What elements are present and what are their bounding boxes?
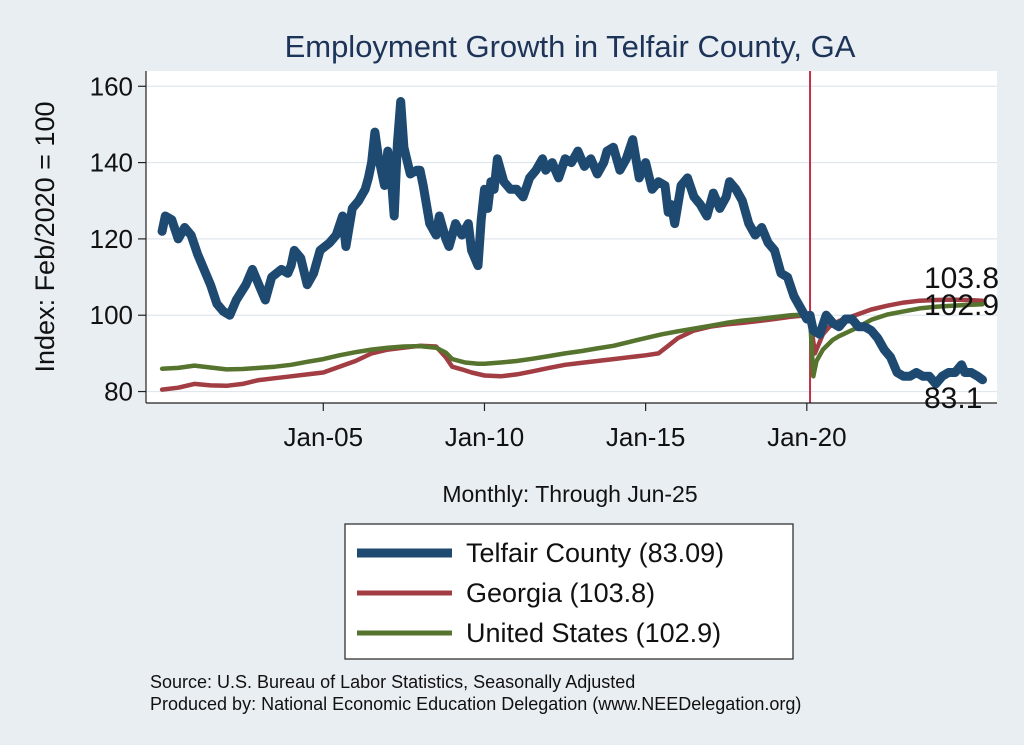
plot-area: [146, 71, 997, 403]
y-tick-label-140: 140: [90, 148, 133, 178]
end-label-united-states: 102.9: [924, 289, 999, 322]
chart-title: Employment Growth in Telfair County, GA: [285, 29, 856, 64]
source-line-2: Produced by: National Economic Education…: [150, 694, 801, 714]
y-axis-label: Index: Feb/2020 = 100: [30, 102, 60, 373]
x-tick-label-Jan-10: Jan-10: [445, 422, 525, 452]
legend-label-telfair-county: Telfair County (83.09): [466, 538, 724, 568]
x-axis-ticks: Jan-05 Jan-10 Jan-15 Jan-20: [284, 403, 847, 452]
series-line-united-states: [159, 301, 985, 379]
source-line-1: Source: U.S. Bureau of Labor Statistics,…: [150, 672, 635, 692]
legend: Telfair County (83.09) Georgia (103.8) Uni…: [344, 523, 794, 660]
legend-items: Telfair County (83.09) Georgia (103.8) Uni…: [357, 538, 724, 648]
y-tick-label-80: 80: [104, 377, 133, 407]
x-tick-label-Jan-15: Jan-15: [606, 422, 686, 452]
series-layer: [157, 97, 987, 392]
x-tick-label-Jan-05: Jan-05: [284, 422, 364, 452]
legend-label-georgia: Georgia (103.8): [466, 578, 655, 608]
x-tick-label-Jan-20: Jan-20: [767, 422, 847, 452]
series-line-telfair-county: [157, 97, 987, 389]
end-label-georgia: 103.8: [924, 262, 999, 295]
x-axis-label: Monthly: Through Jun-25: [442, 481, 697, 507]
y-axis-ticks: 80 100 120 140 160: [90, 71, 146, 407]
y-tick-label-100: 100: [90, 300, 133, 330]
legend-label-united-states: United States (102.9): [466, 618, 721, 648]
y-tick-label-160: 160: [90, 71, 133, 101]
end-label-telfair-county: 83.1: [924, 382, 982, 415]
y-tick-label-120: 120: [90, 224, 133, 254]
